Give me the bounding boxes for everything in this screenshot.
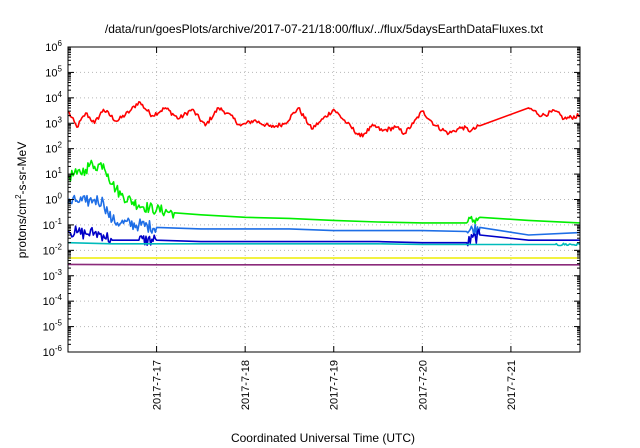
y-tick-base: 10 <box>43 245 55 257</box>
chart-title: /data/run/goesPlots/archive/2017-07-21/1… <box>105 22 544 36</box>
y-tick-exponent: -4 <box>55 293 63 302</box>
y-tick-base: 10 <box>45 67 57 79</box>
y-tick-base: 10 <box>45 42 57 54</box>
y-tick-label: 102 <box>45 141 62 156</box>
y-axis-label-rest: -s-sr-MeV <box>15 142 29 195</box>
y-tick-label: 10-5 <box>43 319 63 334</box>
y-tick-label: 10-1 <box>43 217 63 232</box>
y-tick-exponent: 4 <box>58 90 63 99</box>
y-axis-label: protons/cm2-s-sr-MeV <box>14 142 29 258</box>
y-tick-base: 10 <box>43 322 55 334</box>
y-tick-base: 10 <box>45 144 57 156</box>
y-tick-label: 10-4 <box>43 293 63 308</box>
y-tick-label: 10-3 <box>43 268 63 283</box>
series-line <box>67 101 581 138</box>
y-tick-exponent: 5 <box>58 64 63 73</box>
y-tick-exponent: 6 <box>58 39 63 48</box>
y-tick-base: 10 <box>43 347 55 359</box>
y-tick-exponent: -1 <box>55 217 63 226</box>
y-tick-label: 106 <box>45 39 62 54</box>
x-tick-label: 2017-7-21 <box>506 360 518 410</box>
y-tick-base: 10 <box>45 169 57 181</box>
y-tick-exponent: 1 <box>58 166 63 175</box>
y-axis-label-unit: protons/cm <box>15 199 29 258</box>
grid-lines <box>68 47 580 352</box>
y-tick-label: 104 <box>45 90 62 105</box>
y-tick-base: 10 <box>45 195 57 207</box>
y-tick-label: 100 <box>45 192 62 207</box>
y-tick-base: 10 <box>45 118 57 130</box>
x-axis-label: Coordinated Universal Time (UTC) <box>231 431 415 445</box>
x-tick-label: 2017-7-18 <box>240 360 252 410</box>
y-tick-label: 101 <box>45 166 62 181</box>
y-tick-label: 105 <box>45 64 62 79</box>
y-tick-base: 10 <box>43 220 55 232</box>
series-line <box>67 194 581 237</box>
y-tick-label: 10-6 <box>43 344 63 359</box>
series-line <box>67 159 581 225</box>
x-tick-label: 2017-7-19 <box>329 360 341 410</box>
y-tick-base: 10 <box>43 296 55 308</box>
y-tick-exponent: 0 <box>58 192 63 201</box>
series-line <box>67 225 580 247</box>
y-axis-label-superscript: 2 <box>14 194 23 199</box>
y-tick-exponent: -6 <box>55 344 63 353</box>
x-tick-label: 2017-7-17 <box>152 360 164 410</box>
y-tick-exponent: 2 <box>58 141 63 150</box>
y-tick-base: 10 <box>45 93 57 105</box>
series-line <box>67 241 581 247</box>
y-axis-ticks: 10-610-510-410-310-210-11001011021031041… <box>43 39 580 359</box>
y-tick-exponent: -2 <box>55 242 63 251</box>
series-layer <box>67 101 581 266</box>
y-tick-label: 10-2 <box>43 242 63 257</box>
y-tick-exponent: 3 <box>58 115 63 124</box>
y-tick-label: 103 <box>45 115 62 130</box>
y-tick-exponent: -3 <box>55 268 63 277</box>
y-tick-exponent: -5 <box>55 319 63 328</box>
x-axis-ticks: 2017-7-17 2017-7-18 2017-7-19 2017-7-20 2017… <box>152 47 518 410</box>
y-tick-base: 10 <box>43 271 55 283</box>
x-tick-label: 2017-7-20 <box>417 360 429 410</box>
